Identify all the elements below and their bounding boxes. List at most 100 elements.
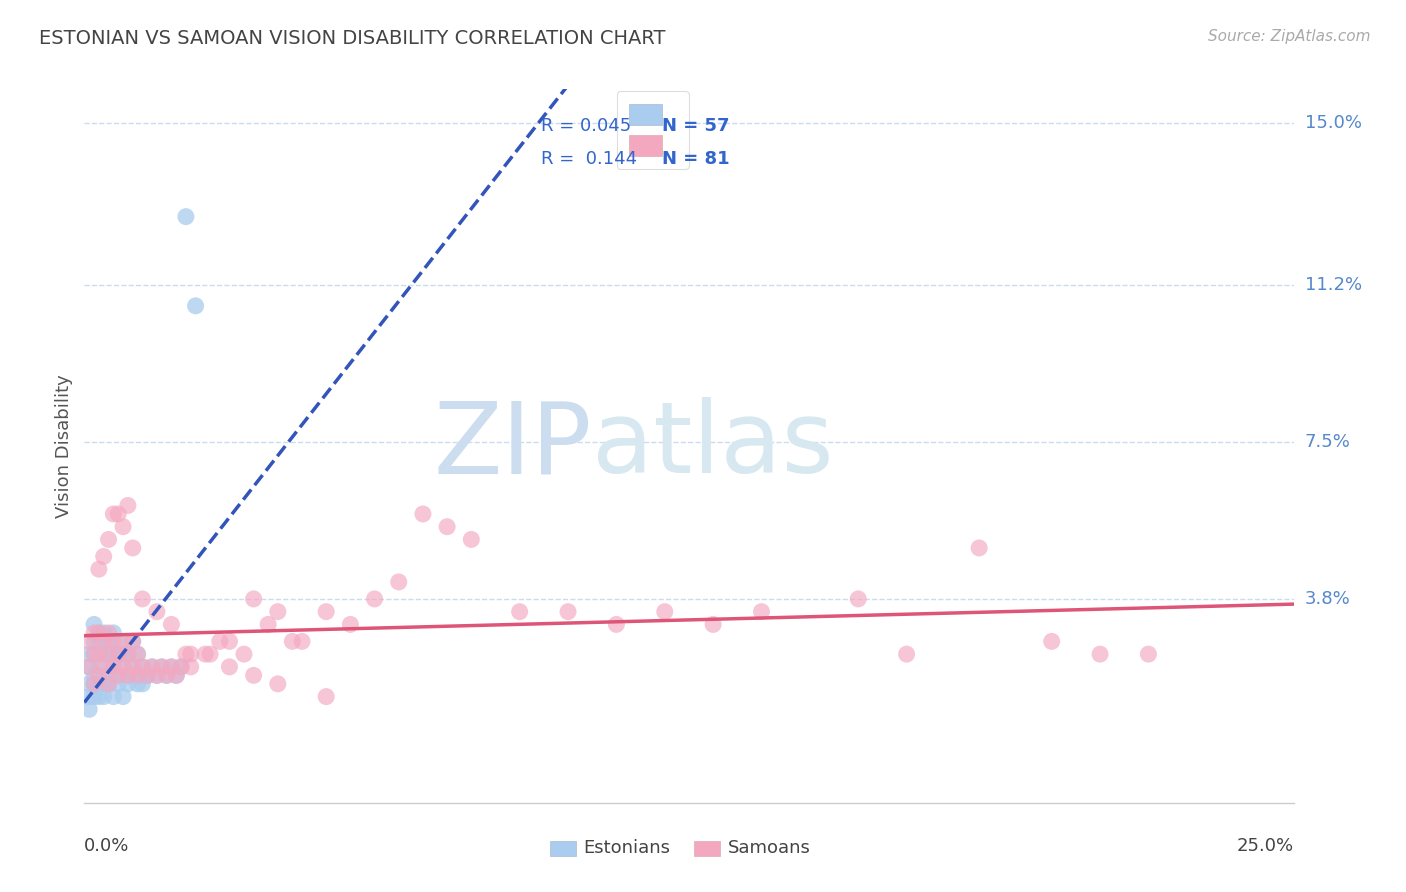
Point (339, 617, 361, 632)
Point (107, 677, 129, 691)
Point (131, 660, 153, 674)
Point (117, 647, 139, 661)
Point (112, 660, 135, 674)
Point (77, 690, 100, 704)
Point (1137, 647, 1160, 661)
Point (184, 299, 207, 313)
Point (87, 690, 110, 704)
Point (315, 690, 337, 704)
Point (315, 605, 337, 619)
Point (103, 647, 125, 661)
Point (97, 647, 120, 661)
Point (117, 677, 139, 691)
Point (112, 660, 135, 674)
Text: 15.0%: 15.0% (1305, 114, 1361, 132)
Point (97, 668, 120, 682)
Point (107, 634, 129, 648)
Point (174, 647, 197, 661)
Point (509, 605, 531, 619)
Point (97, 677, 120, 691)
Text: ESTONIAN VS SAMOAN VISION DISABILITY CORRELATION CHART: ESTONIAN VS SAMOAN VISION DISABILITY COR… (39, 29, 666, 47)
Point (194, 647, 217, 661)
Point (77, 660, 100, 674)
Point (208, 634, 231, 648)
Point (112, 647, 135, 661)
Point (242, 591, 264, 606)
Point (121, 541, 143, 555)
Point (412, 507, 434, 521)
Point (117, 647, 139, 661)
Point (174, 210, 197, 224)
Point (83, 647, 105, 661)
Point (83, 677, 105, 691)
Point (83, 634, 105, 648)
Legend: , : , (617, 91, 689, 169)
Point (117, 668, 139, 682)
Point (165, 668, 187, 682)
Point (127, 677, 149, 691)
Point (103, 660, 125, 674)
Text: R =  0.144: R = 0.144 (541, 150, 637, 168)
Point (77, 647, 100, 661)
Y-axis label: Vision Disability: Vision Disability (55, 374, 73, 518)
Point (967, 541, 990, 555)
Point (155, 668, 177, 682)
Point (87, 626, 110, 640)
Point (83, 668, 105, 682)
Point (103, 690, 125, 704)
Point (846, 591, 869, 606)
Point (93, 647, 115, 661)
Point (77, 634, 100, 648)
Point (146, 668, 169, 682)
Point (146, 668, 169, 682)
Point (257, 617, 280, 632)
Point (131, 591, 153, 606)
Point (83, 617, 105, 632)
Text: 0.0%: 0.0% (84, 837, 129, 855)
Point (103, 626, 125, 640)
Point (77, 702, 100, 716)
Point (146, 605, 169, 619)
Point (112, 519, 135, 533)
Point (702, 617, 724, 632)
Text: ZIP: ZIP (434, 398, 592, 494)
Point (363, 591, 385, 606)
Point (121, 660, 143, 674)
Point (87, 634, 110, 648)
Point (127, 668, 149, 682)
Point (87, 668, 110, 682)
Point (150, 660, 173, 674)
Point (97, 533, 120, 547)
Point (117, 668, 139, 682)
Point (198, 647, 221, 661)
Point (436, 519, 458, 533)
FancyBboxPatch shape (550, 840, 576, 856)
Point (87, 647, 110, 661)
Point (605, 617, 627, 632)
Text: Source: ZipAtlas.com: Source: ZipAtlas.com (1208, 29, 1371, 44)
Point (103, 660, 125, 674)
Point (121, 634, 143, 648)
Point (160, 617, 183, 632)
Point (896, 647, 918, 661)
Point (83, 690, 105, 704)
Text: 7.5%: 7.5% (1305, 433, 1351, 450)
Text: 3.8%: 3.8% (1305, 590, 1350, 608)
Text: 11.2%: 11.2% (1305, 276, 1362, 293)
Point (93, 677, 115, 691)
Point (165, 668, 187, 682)
Point (93, 626, 115, 640)
Text: Estonians: Estonians (583, 839, 671, 857)
Point (87, 660, 110, 674)
Point (107, 668, 129, 682)
Point (97, 634, 120, 648)
Point (127, 647, 149, 661)
Point (93, 660, 115, 674)
Point (136, 668, 159, 682)
Point (388, 574, 411, 589)
Point (654, 605, 676, 619)
Point (218, 634, 240, 648)
Point (107, 668, 129, 682)
Point (1040, 634, 1063, 648)
Point (170, 660, 193, 674)
